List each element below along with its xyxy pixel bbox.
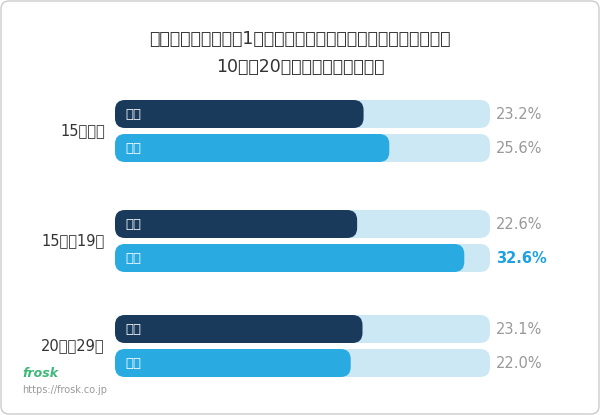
Text: 男性: 男性 — [125, 107, 141, 120]
Text: 22.6%: 22.6% — [496, 217, 542, 232]
FancyBboxPatch shape — [115, 210, 357, 238]
FancyBboxPatch shape — [115, 134, 389, 162]
Text: 32.6%: 32.6% — [496, 251, 547, 266]
Text: 15歳〜19歳: 15歳〜19歳 — [42, 234, 105, 249]
Text: 20歳〜29歳: 20歳〜29歳 — [41, 339, 105, 354]
Text: くそアプリ認定要因1位を「強制終了したり固まる」と回答した: くそアプリ認定要因1位を「強制終了したり固まる」と回答した — [149, 30, 451, 48]
Text: 女性: 女性 — [125, 142, 141, 154]
Text: frosk: frosk — [22, 366, 58, 379]
FancyBboxPatch shape — [115, 349, 351, 377]
Text: 男性: 男性 — [125, 322, 141, 335]
Text: 女性: 女性 — [125, 251, 141, 264]
FancyBboxPatch shape — [115, 315, 490, 343]
FancyBboxPatch shape — [115, 244, 464, 272]
FancyBboxPatch shape — [115, 244, 490, 272]
FancyBboxPatch shape — [115, 315, 362, 343]
Text: 22.0%: 22.0% — [496, 356, 542, 371]
FancyBboxPatch shape — [115, 210, 490, 238]
FancyBboxPatch shape — [115, 100, 364, 128]
Text: 25.6%: 25.6% — [496, 141, 542, 156]
FancyBboxPatch shape — [115, 349, 490, 377]
Text: 15歳未満: 15歳未満 — [60, 124, 105, 139]
Text: 女性: 女性 — [125, 356, 141, 369]
FancyBboxPatch shape — [115, 134, 490, 162]
Text: 10代、20代の年齢別・性別割合: 10代、20代の年齢別・性別割合 — [216, 58, 384, 76]
Text: 23.2%: 23.2% — [496, 107, 542, 122]
Text: https://frosk.co.jp: https://frosk.co.jp — [22, 385, 107, 395]
FancyBboxPatch shape — [115, 100, 490, 128]
Text: 23.1%: 23.1% — [496, 322, 542, 337]
Text: 男性: 男性 — [125, 217, 141, 230]
